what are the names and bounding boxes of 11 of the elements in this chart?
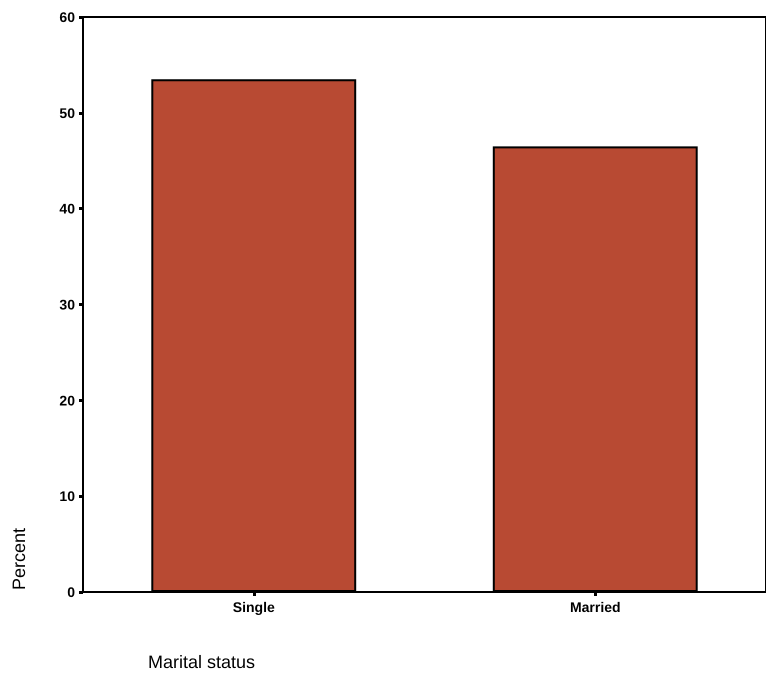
y-tick-label: 10 <box>59 488 76 504</box>
x-axis-title: Marital status <box>148 652 256 672</box>
y-tick-label: 50 <box>59 104 76 121</box>
y-axis-title: Percent <box>9 528 29 590</box>
y-tick-label: 40 <box>59 200 76 217</box>
y-tick-label: 30 <box>59 296 76 312</box>
x-tick-label: Single <box>232 599 275 615</box>
y-tick-label: 60 <box>59 9 76 25</box>
x-tick-label: Married <box>570 599 621 615</box>
y-tick-label: 0 <box>67 584 76 600</box>
y-tick-label: 20 <box>59 392 76 408</box>
